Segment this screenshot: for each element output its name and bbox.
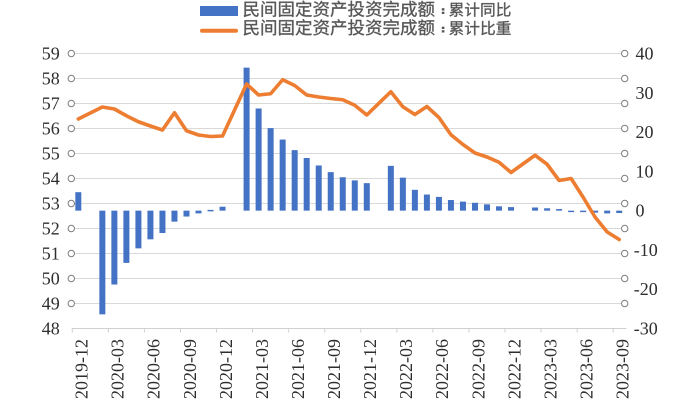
svg-text:2020-12: 2020-12	[216, 339, 236, 399]
svg-text:48: 48	[42, 319, 60, 339]
svg-text:2020-03: 2020-03	[108, 339, 128, 399]
svg-text:53: 53	[42, 194, 60, 214]
svg-text:56: 56	[42, 119, 60, 139]
svg-text:2020-06: 2020-06	[144, 339, 164, 399]
svg-text:59: 59	[42, 44, 60, 64]
svg-text:2021-09: 2021-09	[324, 339, 344, 399]
svg-text:2023-06: 2023-06	[576, 339, 596, 399]
svg-text:51: 51	[42, 244, 60, 264]
svg-text:0: 0	[636, 201, 645, 221]
svg-text:2020-09: 2020-09	[180, 339, 200, 399]
svg-text:2021-12: 2021-12	[360, 339, 380, 399]
svg-text:-20: -20	[634, 279, 658, 299]
svg-text:2022-06: 2022-06	[432, 339, 452, 399]
svg-text:40: 40	[636, 44, 654, 64]
svg-text:20: 20	[636, 122, 654, 142]
svg-text:2021-03: 2021-03	[252, 339, 272, 399]
svg-text:55: 55	[42, 144, 60, 164]
svg-text:2019-12: 2019-12	[72, 339, 92, 399]
svg-text:54: 54	[42, 169, 60, 189]
svg-text:50: 50	[42, 269, 60, 289]
svg-text:2021-06: 2021-06	[288, 339, 308, 399]
svg-text:58: 58	[42, 69, 60, 89]
svg-text:2022-03: 2022-03	[396, 339, 416, 399]
svg-text:57: 57	[42, 94, 60, 114]
svg-text:52: 52	[42, 219, 60, 239]
svg-text:2022-12: 2022-12	[504, 339, 524, 399]
svg-text:2022-09: 2022-09	[468, 339, 488, 399]
svg-text:-30: -30	[634, 319, 658, 339]
svg-text:2023-09: 2023-09	[613, 339, 633, 399]
svg-text:49: 49	[42, 294, 60, 314]
svg-text:10: 10	[636, 161, 654, 181]
svg-text:-10: -10	[634, 240, 658, 260]
svg-text:30: 30	[636, 83, 654, 103]
svg-text:2023-03: 2023-03	[540, 339, 560, 399]
